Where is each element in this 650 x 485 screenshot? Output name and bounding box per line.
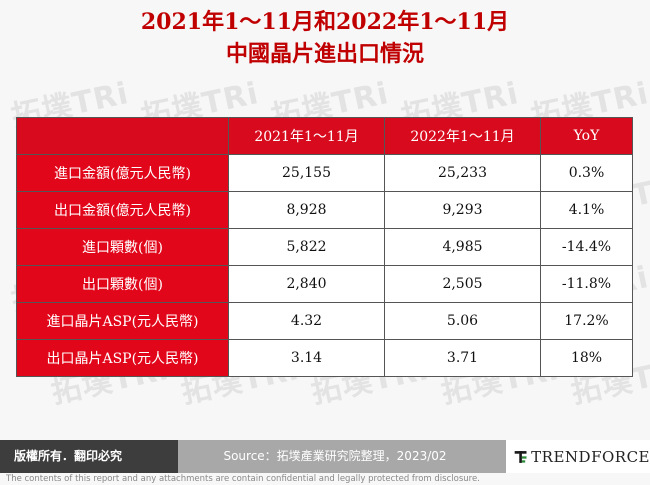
table-row: 出口金額(億元人民幣) 8,928 9,293 4.1% bbox=[16, 191, 633, 229]
row-label: 出口晶片ASP(元人民幣) bbox=[16, 339, 229, 377]
source-note: Source：拓墣產業研究院整理，2023/02 bbox=[223, 449, 447, 463]
row-label: 進口顆數(個) bbox=[16, 228, 229, 266]
row-label: 進口金額(億元人民幣) bbox=[16, 154, 229, 192]
table-row: 進口顆數(個) 5,822 4,985 -14.4% bbox=[16, 228, 633, 266]
value-2022: 25,233 bbox=[384, 154, 541, 192]
trendforce-logo-icon bbox=[514, 450, 527, 463]
table-row: 進口晶片ASP(元人民幣) 4.32 5.06 17.2% bbox=[16, 302, 633, 340]
header-2022: 2022年1～11月 bbox=[384, 117, 541, 155]
title-line-2: 中國晶片進出口情況 bbox=[225, 41, 424, 67]
value-yoy: -14.4% bbox=[540, 228, 633, 266]
value-yoy: 18% bbox=[540, 339, 633, 377]
value-2021: 25,155 bbox=[228, 154, 385, 192]
value-yoy: 0.3% bbox=[540, 154, 633, 192]
value-2022: 9,293 bbox=[384, 191, 541, 229]
table-row: 進口金額(億元人民幣) 25,155 25,233 0.3% bbox=[16, 154, 633, 192]
value-2021: 4.32 bbox=[228, 302, 385, 340]
page-title: 2021年1～11月和2022年1～11月 中國晶片進出口情況 bbox=[0, 6, 650, 70]
value-2022: 2,505 bbox=[384, 265, 541, 303]
table-row: 出口顆數(個) 2,840 2,505 -11.8% bbox=[16, 265, 633, 303]
title-line-1: 2021年1～11月和2022年1～11月 bbox=[140, 9, 510, 35]
trendforce-logo: TRENDFORCE bbox=[506, 440, 650, 473]
table-row: 出口晶片ASP(元人民幣) 3.14 3.71 18% bbox=[16, 339, 633, 377]
data-table: 2021年1～11月 2022年1～11月 YoY 進口金額(億元人民幣) 25… bbox=[16, 117, 633, 377]
copyright-notice: 版權所有．翻印必究 bbox=[0, 440, 178, 473]
value-yoy: -11.8% bbox=[540, 265, 633, 303]
value-2022: 3.71 bbox=[384, 339, 541, 377]
value-2022: 4,985 bbox=[384, 228, 541, 266]
table-header-row: 2021年1～11月 2022年1～11月 YoY bbox=[16, 117, 633, 155]
value-2021: 3.14 bbox=[228, 339, 385, 377]
header-blank bbox=[16, 117, 229, 155]
row-label: 出口顆數(個) bbox=[16, 265, 229, 303]
header-yoy: YoY bbox=[540, 117, 633, 155]
value-yoy: 17.2% bbox=[540, 302, 633, 340]
row-label: 進口晶片ASP(元人民幣) bbox=[16, 302, 229, 340]
value-yoy: 4.1% bbox=[540, 191, 633, 229]
value-2021: 8,928 bbox=[228, 191, 385, 229]
value-2021: 2,840 bbox=[228, 265, 385, 303]
disclaimer: The contents of this report and any atta… bbox=[6, 474, 480, 484]
row-label: 出口金額(億元人民幣) bbox=[16, 191, 229, 229]
logo-text: TRENDFORCE bbox=[531, 447, 650, 466]
header-2021: 2021年1～11月 bbox=[228, 117, 385, 155]
value-2021: 5,822 bbox=[228, 228, 385, 266]
value-2022: 5.06 bbox=[384, 302, 541, 340]
